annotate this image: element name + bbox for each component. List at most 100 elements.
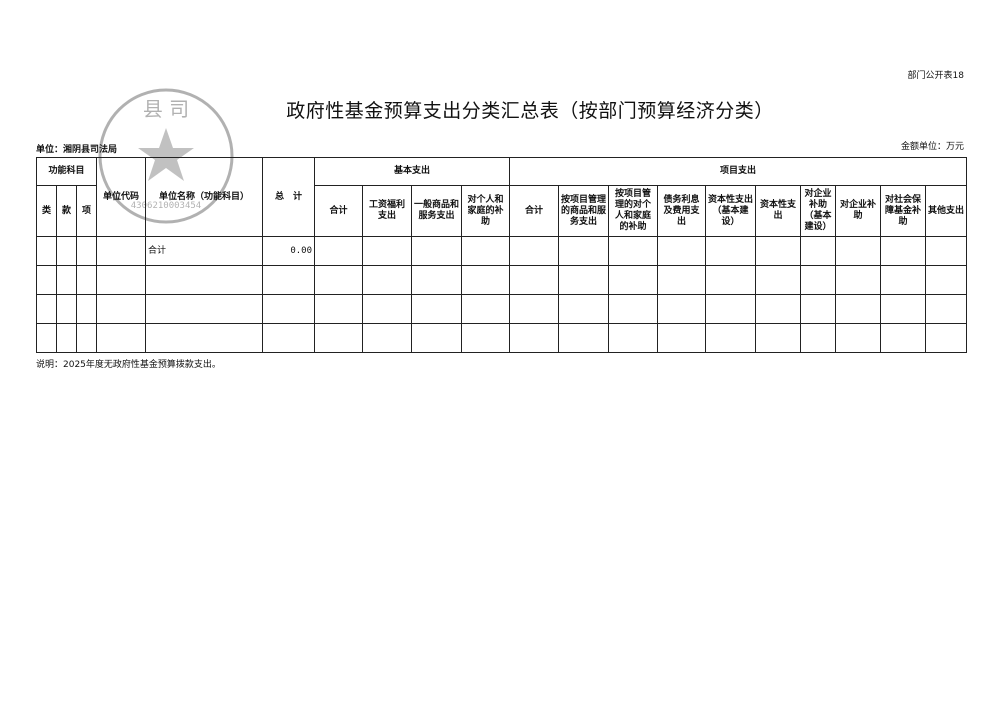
- table-cell: [411, 265, 462, 295]
- total-cell: [262, 323, 315, 353]
- table-cell: [460, 265, 511, 295]
- table-cell: [880, 236, 927, 266]
- amount-unit: 金额单位：万元: [900, 142, 964, 152]
- form-number: 部门公开表18: [907, 71, 964, 81]
- table-cell: [608, 236, 659, 266]
- table-row: [36, 265, 968, 295]
- header-basic-col: 对个人和家庭的补助: [460, 185, 511, 237]
- header-kuan: 款: [56, 185, 77, 237]
- table-cell: [509, 236, 560, 266]
- unit-name-cell: [145, 323, 263, 353]
- table-cell: [36, 294, 57, 324]
- table-cell: [800, 236, 837, 266]
- table-cell: [657, 236, 707, 266]
- header-unit-name: 单位名称（功能科目）: [145, 157, 263, 237]
- note: 说明：2025年度无政府性基金预算拨款支出。: [36, 360, 221, 370]
- unit-name-cell: [145, 294, 263, 324]
- table-cell: [755, 265, 802, 295]
- table-cell: [925, 265, 968, 295]
- table-cell: [314, 265, 363, 295]
- table-cell: [705, 294, 757, 324]
- header-total: 总 计: [262, 157, 315, 237]
- table-cell: [800, 323, 837, 353]
- header-project-col: 资本性支出: [755, 185, 802, 237]
- table-cell: [460, 323, 511, 353]
- unit-name-cell: [145, 265, 263, 295]
- table-cell: [56, 323, 77, 353]
- table-cell: [608, 294, 659, 324]
- header-project-col: 债务利息及费用支出: [657, 185, 707, 237]
- table-cell: [76, 236, 97, 266]
- table-cell: [36, 265, 57, 295]
- table-cell: [36, 236, 57, 266]
- table-cell: [835, 265, 882, 295]
- table-cell: [800, 294, 837, 324]
- table-cell: [314, 323, 363, 353]
- table-cell: [96, 265, 146, 295]
- table-row: [36, 294, 968, 324]
- table-cell: [558, 236, 610, 266]
- header-project-col: 合计: [509, 185, 560, 237]
- total-cell: 0.00: [262, 236, 315, 266]
- table-row: 合计 0.00: [36, 236, 968, 266]
- header-basic-col: 合计: [314, 185, 363, 237]
- table-cell: [558, 294, 610, 324]
- table-cell: [925, 236, 968, 266]
- table-cell: [76, 265, 97, 295]
- header-project-col: 其他支出: [925, 185, 968, 237]
- table-cell: [76, 294, 97, 324]
- header-project-col: 对社会保障基金补助: [880, 185, 927, 237]
- table-cell: [362, 236, 412, 266]
- header-project-col: 按项目管理的对个人和家庭的补助: [608, 185, 659, 237]
- table-cell: [657, 323, 707, 353]
- table-cell: [925, 323, 968, 353]
- table-cell: [411, 294, 462, 324]
- table-cell: [880, 323, 927, 353]
- table-cell: [411, 323, 462, 353]
- header-unit-code: 单位代码: [96, 157, 146, 237]
- table-cell: [96, 236, 146, 266]
- table-cell: [76, 323, 97, 353]
- table-cell: [835, 323, 882, 353]
- budget-table: 功能科目 单位代码 单位名称（功能科目） 总 计 基本支出 项目支出 类 款 项…: [36, 157, 968, 353]
- total-cell: [262, 294, 315, 324]
- table-cell: [755, 236, 802, 266]
- header-project-col: 资本性支出（基本建设）: [705, 185, 757, 237]
- table-cell: [56, 236, 77, 266]
- table-cell: [705, 323, 757, 353]
- table-cell: [509, 323, 560, 353]
- table-cell: [755, 294, 802, 324]
- header-project-col: 对企业补助（基本建设）: [800, 185, 837, 237]
- table-cell: [411, 236, 462, 266]
- table-cell: [657, 265, 707, 295]
- header-project-col: 按项目管理的商品和服务支出: [558, 185, 610, 237]
- table-cell: [314, 294, 363, 324]
- table-cell: [835, 236, 882, 266]
- header-function-subject: 功能科目: [36, 157, 97, 186]
- table-cell: [705, 265, 757, 295]
- table-cell: [36, 323, 57, 353]
- table-cell: [509, 294, 560, 324]
- table-cell: [460, 294, 511, 324]
- table-row: [36, 323, 968, 353]
- table-cell: [96, 323, 146, 353]
- page-title: 政府性基金预算支出分类汇总表（按部门预算经济分类）: [286, 100, 774, 122]
- total-cell: [262, 265, 315, 295]
- unit-name-cell: 合计: [145, 236, 263, 266]
- table-cell: [755, 323, 802, 353]
- header-basic-col: 一般商品和服务支出: [411, 185, 462, 237]
- table-cell: [56, 294, 77, 324]
- table-cell: [460, 236, 511, 266]
- table-cell: [509, 265, 560, 295]
- table-cell: [558, 323, 610, 353]
- table-cell: [96, 294, 146, 324]
- table-cell: [880, 265, 927, 295]
- header-basic: 基本支出: [313, 157, 511, 186]
- header-lei: 类: [36, 185, 57, 237]
- table-cell: [608, 323, 659, 353]
- table-cell: [362, 265, 412, 295]
- table-cell: [657, 294, 707, 324]
- header-project: 项目支出: [509, 157, 968, 186]
- table-cell: [362, 294, 412, 324]
- table-cell: [880, 294, 927, 324]
